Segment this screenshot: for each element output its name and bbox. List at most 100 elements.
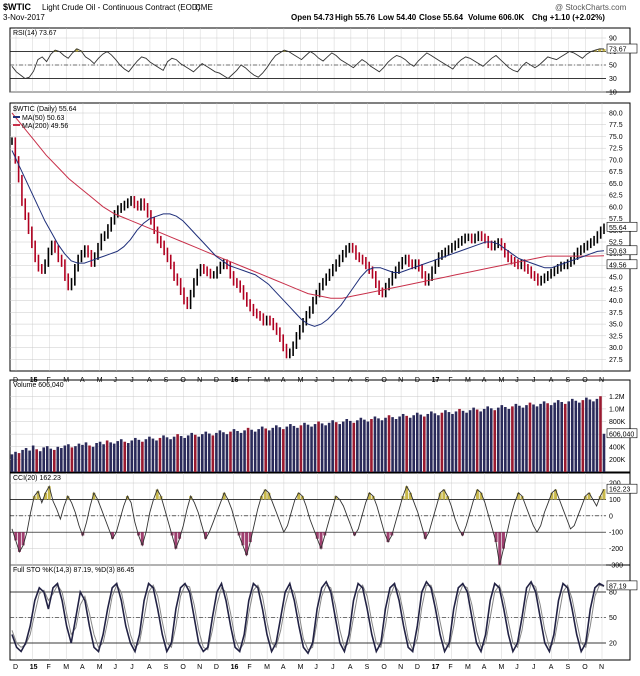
x-axis-label: 16 — [231, 377, 239, 384]
price-tick-label: 65.0 — [609, 181, 623, 188]
x-axis-label: A — [482, 664, 487, 671]
quote-change: Chg +1.10 (+2.02%) — [532, 13, 605, 22]
x-axis-label: 15 — [30, 664, 38, 671]
sto-tick-label: 50 — [609, 615, 617, 622]
price-last-value: 50.63 — [609, 248, 627, 255]
ma50-line — [11, 150, 605, 327]
price-tick-label: 42.5 — [609, 286, 623, 293]
price-tick-label: 75.0 — [609, 134, 623, 141]
x-axis-label: J — [314, 664, 318, 671]
x-axis-label: J — [532, 377, 536, 384]
x-axis-label: A — [348, 664, 353, 671]
cci-tick-label: -300 — [609, 563, 623, 570]
x-axis-label: M — [499, 377, 505, 384]
price-tick-label: 30.0 — [609, 345, 623, 352]
volume-tick-label: 200K — [609, 457, 626, 464]
x-axis-label: N — [398, 377, 403, 384]
x-axis-label: A — [147, 377, 152, 384]
x-axis-label: M — [298, 377, 304, 384]
x-axis-label: F — [46, 664, 50, 671]
x-axis-label: A — [549, 664, 554, 671]
price-tick-label: 27.5 — [609, 357, 623, 364]
x-axis-label: N — [599, 664, 604, 671]
ma50-legend-text: MA(50) 50.63 — [22, 115, 65, 122]
cci-tick-label: -100 — [609, 530, 623, 537]
rsi-frame — [9, 27, 631, 93]
sto-tick-label: 80 — [609, 590, 617, 597]
price-tick-label: 52.5 — [609, 240, 623, 247]
price-last-value: 55.64 — [609, 225, 627, 232]
cci-last-value-box — [606, 483, 638, 494]
price-tick-label: 62.5 — [609, 193, 623, 200]
rsi-legend-text: RSI(14) 73.67 — [13, 30, 57, 37]
x-axis-label: A — [80, 377, 85, 384]
price-frame — [9, 102, 631, 372]
sto-k-line — [11, 580, 605, 655]
x-axis-label: S — [566, 664, 571, 671]
rsi-tick-label: 30 — [609, 76, 617, 83]
rsi-last-value-box — [606, 43, 638, 54]
symbol-title: $WTIC — [3, 2, 31, 12]
chart-header: $WTIC Light Crude Oil - Continuous Contr… — [0, 0, 640, 24]
x-axis-label: M — [264, 664, 270, 671]
x-axis-label: A — [348, 377, 353, 384]
x-axis-label: D — [13, 377, 18, 384]
x-axis-label: F — [247, 664, 251, 671]
x-axis-label: D — [13, 664, 18, 671]
x-axis-label: F — [448, 377, 452, 384]
price-tick-label: 32.5 — [609, 333, 623, 340]
x-axis-label: J — [515, 664, 519, 671]
x-axis-label: J — [113, 664, 117, 671]
price-tick-label: 80.0 — [609, 111, 623, 118]
rsi-tick-label: 10 — [609, 90, 617, 97]
sto-tick-label: 20 — [609, 641, 617, 648]
x-axis-label: O — [180, 377, 186, 384]
volume-tick-label: 1.0M — [609, 406, 625, 413]
x-axis-label: M — [499, 664, 505, 671]
price-last-value-box — [606, 221, 638, 232]
sto-last-value: 87.19 — [609, 583, 627, 590]
cci-tick-label: 0 — [609, 513, 613, 520]
x-axis-label: S — [164, 664, 169, 671]
volume-last-value-box — [606, 428, 638, 439]
x-axis-label: N — [197, 664, 202, 671]
x-axis-label: 17 — [432, 664, 440, 671]
rsi-last-value: 73.67 — [609, 47, 627, 54]
x-axis-label: A — [281, 377, 286, 384]
price-tick-label: 40.0 — [609, 298, 623, 305]
x-axis-label: M — [465, 377, 471, 384]
x-axis-label: A — [549, 377, 554, 384]
x-axis-label: M — [264, 377, 270, 384]
cci-last-value: 162.23 — [609, 487, 631, 494]
x-axis-label: D — [214, 377, 219, 384]
x-axis-label: J — [331, 664, 335, 671]
price-last-value-box — [606, 245, 638, 256]
quote-close: Close 55.64 — [419, 13, 464, 22]
x-axis-label: M — [97, 664, 103, 671]
sto-d-line — [11, 582, 605, 652]
x-axis-label: S — [365, 377, 370, 384]
x-axis-label: J — [314, 377, 318, 384]
volume-last-value: 606,040 — [609, 431, 634, 438]
x-axis-label: D — [214, 664, 219, 671]
rsi-line — [11, 48, 605, 80]
x-axis-label: A — [147, 664, 152, 671]
x-axis-label: O — [582, 377, 588, 384]
x-axis-label: J — [532, 664, 536, 671]
cci-tick-label: 100 — [609, 497, 621, 504]
sto-last-value-box — [606, 580, 638, 591]
price-tick-label: 67.5 — [609, 169, 623, 176]
x-axis-label: O — [381, 377, 387, 384]
price-tick-label: 45.0 — [609, 275, 623, 282]
volume-tick-label: 800K — [609, 419, 626, 426]
quote-high: High 55.76 — [335, 13, 376, 22]
volume-frame — [9, 379, 631, 473]
x-axis-label: A — [482, 377, 487, 384]
x-axis-label: N — [197, 377, 202, 384]
x-axis-label: M — [298, 664, 304, 671]
rsi-tick-label: 90 — [609, 36, 617, 43]
x-axis-label: F — [247, 377, 251, 384]
x-axis-label: F — [448, 664, 452, 671]
x-axis-label: M — [63, 664, 69, 671]
